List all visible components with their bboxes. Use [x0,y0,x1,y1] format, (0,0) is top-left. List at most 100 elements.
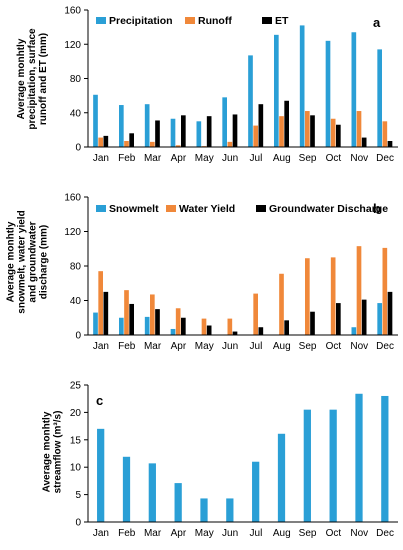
x-tick-label-feb: Feb [118,153,136,164]
y-tick-label-120: 120 [64,227,81,238]
x-tick-label-jun: Jun [222,153,238,164]
et-bar-apr [181,115,186,147]
x-tick-label-mar: Mar [144,341,162,352]
y-tick-label-0: 0 [75,331,81,342]
y-axis-label-line: snowmelt, water yield [17,210,28,313]
streamflow-bar-jul [252,461,260,522]
groundwater-discharge-bar-mar [155,309,160,335]
runoff-bar-mar [150,141,155,147]
chart-a: 0 40 80 120 160 Average monhtlyprecipitation,… [16,6,398,164]
water-yield-bar-sep [305,258,310,335]
et-bar-may [206,116,212,147]
y-tick-label-0: 0 [75,143,81,154]
precipitation-bar-jan [93,94,98,147]
x-tick-label-mar: Mar [144,528,162,539]
et-bar-jul [258,104,264,147]
y-axis-label-line: runoff and ET (mm) [38,33,49,125]
streamflow-bar-dec [381,395,389,522]
runoff-bar-jan [98,137,103,147]
x-tick-label-oct: Oct [326,528,342,539]
y-axis-label-line: Average monhtly [42,411,53,492]
snowmelt-bar-apr [170,328,176,335]
groundwater-discharge-bar-apr [181,317,186,335]
x-tick-label-feb: Feb [118,528,136,539]
y-tick-label-80: 80 [70,262,82,273]
precipitation-bar-dec [377,49,382,148]
precipitation-bar-aug [274,34,279,147]
streamflow-bar-jan [97,428,105,522]
water-yield-bar-nov [356,246,362,335]
x-tick-label-jul: Jul [250,341,263,352]
x-tick-label-aug: Aug [273,341,291,352]
y-axis-label: Average monhtlysnowmelt, water yieldand … [6,210,50,313]
y-tick-label-25: 25 [70,381,82,392]
y-axis-label-line: Average monhtly [16,38,27,119]
streamflow-bar-sep [303,409,311,522]
snowmelt-bar-dec [377,303,382,335]
et-bar-nov [361,137,367,147]
precipitation-bar-nov [351,32,357,148]
water-yield-bar-apr [175,308,181,335]
streamflow-bar-oct [329,409,337,522]
legend-swatch-runoff [185,17,195,24]
water-yield-bar-feb [124,290,129,335]
x-tick-label-nov: Nov [350,341,368,352]
y-tick-label-10: 10 [70,463,82,474]
y-tick-label-40: 40 [70,296,82,307]
runoff-bar-feb [124,141,129,147]
precipitation-bar-jun [222,97,227,147]
water-yield-bar-aug [279,273,284,335]
precipitation-bar-may [196,121,202,147]
y-tick-label-5: 5 [75,490,81,501]
x-tick-label-apr: Apr [171,341,187,352]
x-tick-label-oct: Oct [326,341,342,352]
x-tick-label-may: May [195,528,214,539]
water-yield-bar-dec [382,247,388,335]
groundwater-discharge-bar-nov [361,299,367,335]
x-tick-label-mar: Mar [144,153,162,164]
streamflow-bar-mar [148,463,156,522]
streamflow-bar-jun [226,498,234,522]
water-yield-bar-oct [330,257,336,335]
et-bar-jun [232,114,238,147]
et-bar-sep [310,115,315,147]
snowmelt-bar-feb [119,317,124,335]
chart-c: 0 5 10 15 20 25 Average monhtlystreamflow (m³/… [42,381,398,539]
groundwater-discharge-bar-oct [336,303,341,335]
water-yield-bar-jan [98,271,103,335]
y-tick-label-15: 15 [70,435,82,446]
snowmelt-bar-nov [351,327,357,335]
water-yield-bar-may [201,318,207,335]
y-axis-label-line: and groundwater [28,221,39,302]
streamflow-bar-feb [122,456,131,522]
groundwater-discharge-bar-feb [129,303,134,335]
x-tick-label-oct: Oct [326,153,342,164]
x-tick-label-apr: Apr [171,153,187,164]
et-bar-feb [129,133,134,147]
runoff-bar-aug [279,116,284,147]
legend-swatch-et [262,17,272,24]
x-tick-label-may: May [195,341,214,352]
y-axis-label-line: streamflow (m³/s) [53,411,64,494]
panel-label-b: b [373,201,381,216]
legend-swatch-snowmelt [96,205,106,212]
x-tick-label-may: May [195,153,214,164]
water-yield-bar-jul [253,293,258,335]
x-tick-label-jan: Jan [93,528,109,539]
water-yield-bar-jun [227,318,233,335]
y-axis-label: Average monhtlyprecipitation, surfacerun… [16,28,49,130]
legend-label-runoff: Runoff [198,15,232,27]
streamflow-bar-aug [277,433,286,522]
streamflow-bar-apr [174,483,182,522]
legend-label-snowmelt: Snowmelt [109,203,159,215]
panel-label-a: a [373,15,381,30]
precipitation-bar-sep [299,25,305,148]
runoff-bar-oct [330,118,336,147]
streamflow-bar-may [200,498,208,522]
runoff-bar-sep [305,111,310,147]
x-tick-label-jul: Jul [250,528,263,539]
panel-label-c: c [96,393,103,408]
runoff-bar-jun [227,141,233,147]
y-axis-label: Average monhtlystreamflow (m³/s) [42,411,64,494]
